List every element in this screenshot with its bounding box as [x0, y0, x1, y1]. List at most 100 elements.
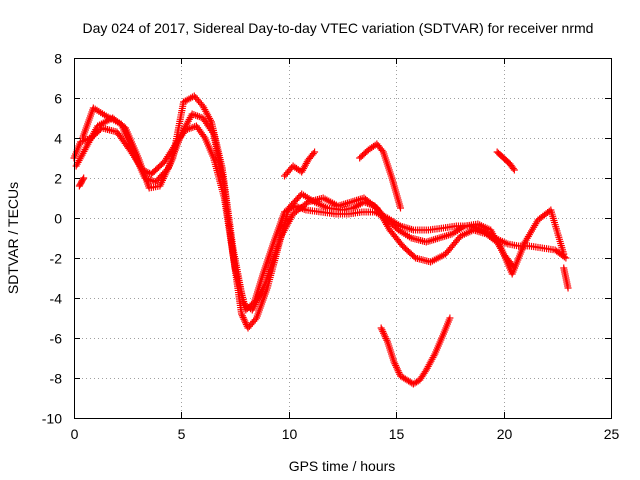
data-point — [437, 224, 445, 232]
x-tick-label: 0 — [71, 426, 79, 442]
y-tick-label: 6 — [54, 91, 62, 107]
data-point — [396, 202, 404, 210]
data-point — [492, 238, 500, 245]
y-tick-label: -4 — [50, 291, 63, 307]
series-track-dip-low — [377, 314, 454, 388]
data-point — [559, 248, 567, 256]
data-layer — [70, 92, 572, 388]
data-point — [502, 239, 510, 247]
data-point — [536, 244, 544, 252]
data-point — [445, 316, 453, 324]
data-point — [301, 201, 309, 209]
data-point — [157, 161, 165, 169]
data-point — [229, 242, 237, 250]
data-point — [377, 145, 385, 153]
series-track-main-c — [72, 92, 568, 314]
data-point — [391, 223, 399, 231]
data-point — [406, 378, 414, 386]
data-point — [295, 193, 303, 201]
y-tick-label: 8 — [54, 51, 62, 67]
data-point — [218, 162, 226, 170]
data-point — [420, 369, 428, 377]
data-point — [503, 158, 511, 166]
data-point — [76, 181, 84, 189]
data-point — [237, 308, 245, 316]
data-point — [387, 172, 395, 180]
data-point — [286, 165, 294, 173]
data-point — [251, 316, 259, 324]
ticks — [74, 58, 612, 419]
data-point — [564, 282, 572, 290]
y-tick-label: -6 — [50, 331, 63, 347]
x-tick-label: 20 — [497, 426, 513, 442]
data-point — [413, 378, 421, 386]
data-point — [199, 131, 207, 139]
data-point — [405, 233, 413, 241]
x-tick-label: 25 — [604, 426, 620, 442]
data-point — [308, 151, 316, 159]
data-point — [134, 152, 142, 160]
data-point — [345, 199, 353, 207]
data-point — [497, 152, 505, 160]
series-track-tail — [560, 264, 572, 292]
data-point — [196, 99, 204, 107]
series-track-spike — [356, 140, 404, 212]
y-tick-label: -10 — [42, 411, 62, 427]
data-point — [260, 282, 268, 290]
data-point — [361, 149, 369, 157]
data-point — [78, 177, 86, 185]
data-point — [439, 332, 447, 340]
data-point — [150, 177, 158, 185]
series-track-evening-high — [281, 148, 319, 180]
x-tick-label: 10 — [282, 426, 298, 442]
data-point — [82, 144, 90, 152]
data-point — [396, 239, 404, 247]
data-point — [322, 203, 330, 211]
y-tick-label: -2 — [50, 251, 63, 267]
y-tick-label: 4 — [54, 131, 62, 147]
data-point — [454, 235, 462, 243]
data-point — [409, 251, 417, 259]
data-point — [389, 356, 397, 364]
data-point — [209, 152, 217, 160]
data-point — [369, 208, 377, 216]
data-point — [302, 199, 310, 207]
data-point — [549, 246, 557, 254]
x-tick-label: 15 — [389, 426, 405, 442]
data-point — [383, 336, 391, 344]
data-point — [200, 132, 208, 140]
data-point — [509, 165, 517, 172]
data-point — [358, 195, 366, 203]
data-point — [459, 223, 467, 231]
data-point — [309, 150, 317, 158]
data-point — [561, 272, 569, 280]
y-tick-labels: -10 -8 -6 -4 -2 0 2 4 6 8 — [42, 51, 62, 427]
data-point — [118, 122, 126, 129]
y-tick-label: -8 — [50, 371, 63, 387]
y-tick-label: 2 — [54, 171, 62, 187]
data-point — [370, 202, 378, 209]
data-point — [207, 116, 215, 124]
grid — [74, 58, 611, 418]
data-point — [520, 240, 528, 248]
data-point — [250, 317, 258, 325]
data-point — [302, 159, 310, 167]
data-point — [100, 111, 108, 119]
data-point — [276, 236, 284, 244]
data-point — [369, 142, 377, 150]
data-point — [188, 93, 196, 101]
data-point — [508, 163, 516, 171]
data-point — [284, 206, 292, 214]
data-point — [446, 231, 454, 239]
plot-frame — [74, 58, 612, 419]
data-point — [347, 204, 355, 212]
data-point — [191, 123, 199, 131]
data-point — [294, 166, 302, 174]
data-point — [433, 235, 441, 243]
y-tick-label: 0 — [54, 211, 62, 227]
x-axis-label: GPS time / hours — [289, 458, 396, 474]
data-point — [378, 146, 386, 154]
y-axis-label: SDTVAR / TECUs — [5, 182, 21, 294]
